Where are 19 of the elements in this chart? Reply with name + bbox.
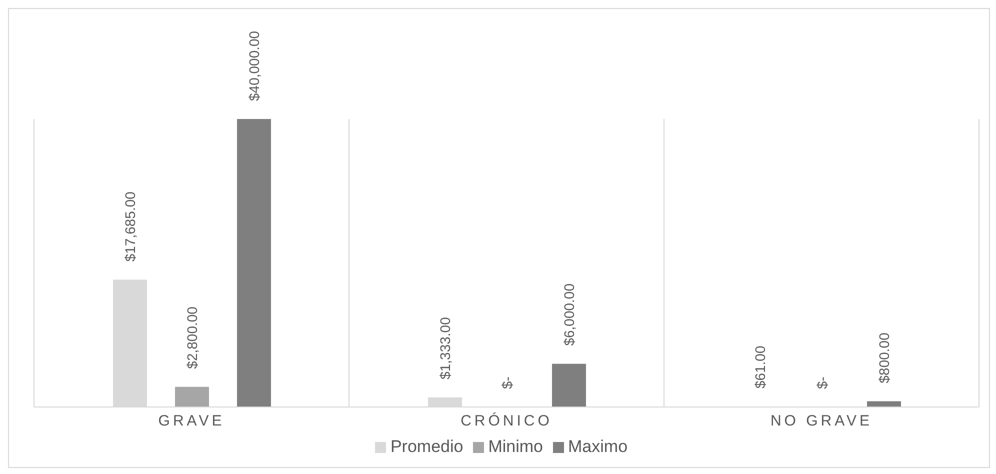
data-label: $17,685.00	[122, 191, 138, 262]
data-label: $-	[499, 376, 515, 389]
bar	[237, 119, 271, 407]
bar	[867, 401, 901, 407]
data-label: $6,000.00	[561, 283, 577, 346]
legend-label: Minimo	[488, 437, 544, 456]
data-label: $2,800.00	[184, 306, 200, 369]
x-tick-label: NO GRAVE	[770, 412, 873, 430]
legend-label: Maximo	[568, 437, 628, 456]
x-tick-label: CRÓNICO	[460, 412, 552, 430]
x-tick-label: GRAVE	[158, 412, 225, 430]
bar	[552, 364, 586, 407]
legend-label: Promedio	[390, 437, 464, 456]
data-label: $40,000.00	[246, 30, 262, 101]
data-label: $61.00	[752, 346, 768, 389]
data-label: $1,333.00	[437, 316, 453, 380]
data-label: $-	[814, 376, 830, 389]
bar	[175, 386, 209, 407]
data-label: $800.00	[876, 332, 892, 384]
